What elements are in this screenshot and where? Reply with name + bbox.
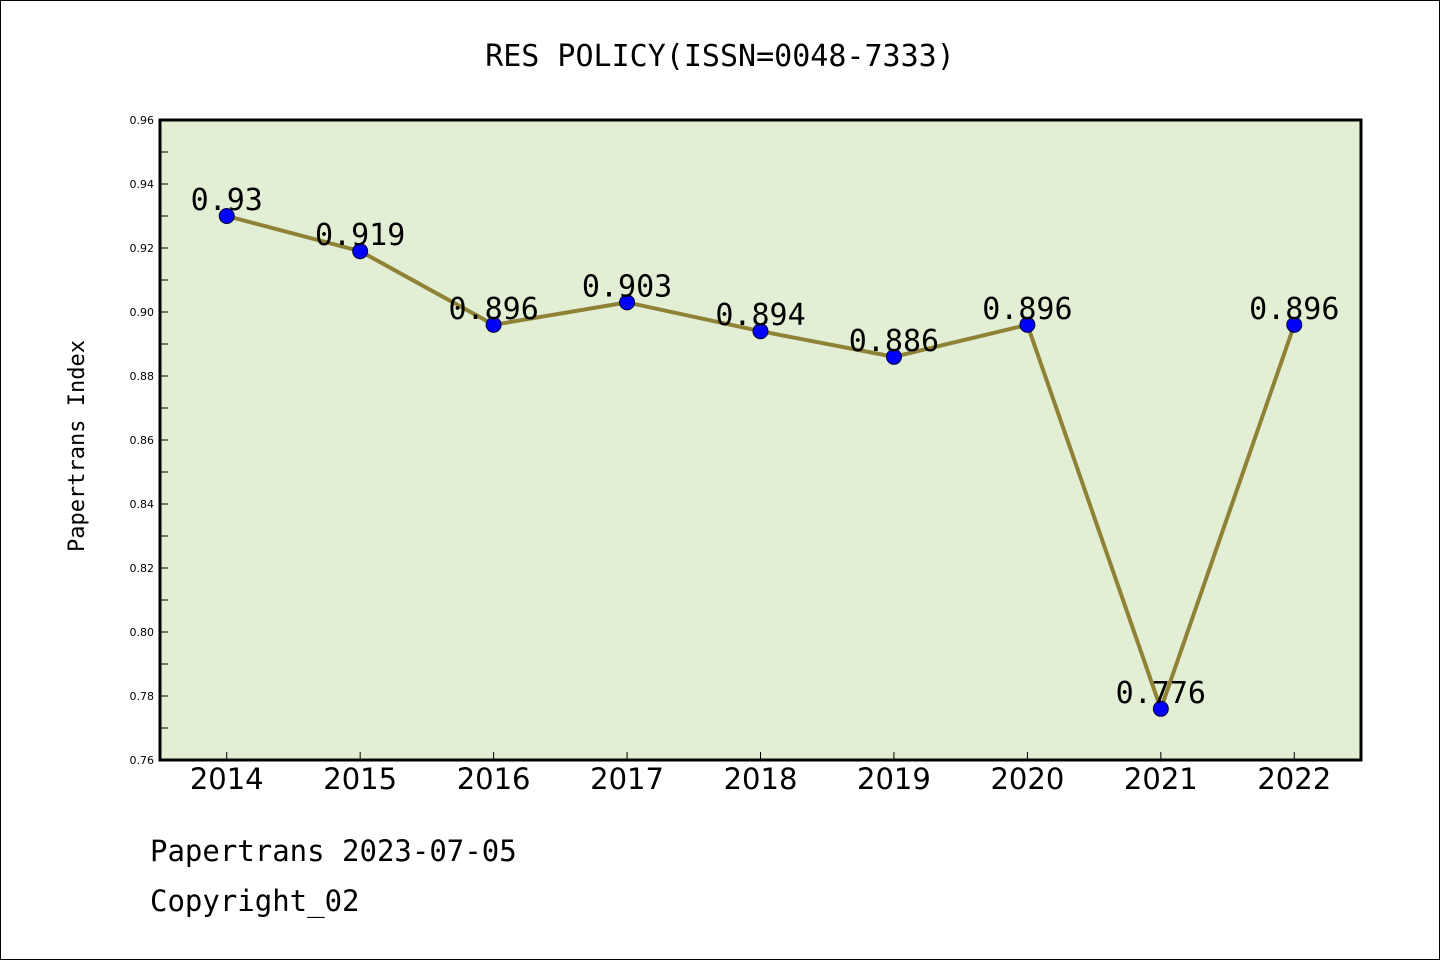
data-point [619, 294, 636, 311]
x-tick-label: 2016 [457, 762, 531, 796]
y-axis: 0.76 0.78 0.80 0.82 0.84 0.86 0.88 0.90 0.92 0.94… [130, 114, 168, 767]
data-point [485, 316, 502, 333]
data-label: 0.776 [1116, 676, 1206, 711]
plot-area [158, 118, 1363, 762]
data-point [1286, 316, 1303, 333]
x-tick-label: 2020 [990, 762, 1064, 796]
y-tick-label: 0.76 [130, 754, 155, 767]
y-tick-label: 0.92 [130, 242, 155, 255]
y-tick-label: 0.86 [130, 434, 155, 447]
data-label: 0.896 [448, 292, 538, 327]
y-tick-label: 0.78 [130, 690, 155, 703]
data-point [752, 323, 769, 340]
y-axis-label: Papertrans Index [65, 340, 90, 552]
series-line-group [218, 208, 1303, 717]
data-label: 0.919 [315, 218, 405, 253]
chart-title: RES POLICY(ISSN=0048-7333) [485, 39, 955, 74]
y-tick-label: 0.88 [130, 370, 155, 383]
data-point [885, 348, 902, 365]
data-point [352, 243, 369, 260]
data-label: 0.896 [1249, 292, 1339, 327]
y-tick-label: 0.80 [130, 626, 155, 639]
data-label: 0.886 [849, 324, 939, 359]
y-tick-label: 0.96 [130, 114, 155, 127]
x-tick-label: 2015 [323, 762, 397, 796]
y-tick-label: 0.82 [130, 562, 155, 575]
data-label: 0.894 [715, 298, 805, 333]
x-tick-label: 2019 [857, 762, 931, 796]
x-axis: 2014 2015 2016 2017 2018 2019 2020 2021 2022 [190, 752, 1331, 796]
footer-copyright: Copyright_02 [150, 884, 360, 918]
data-label: 0.93 [191, 183, 263, 218]
y-tick-label: 0.90 [130, 306, 155, 319]
data-point [1152, 700, 1169, 717]
x-tick-label: 2018 [724, 762, 798, 796]
data-point [218, 208, 235, 224]
data-label: 0.896 [982, 292, 1072, 327]
data-labels: 0.93 0.919 0.896 0.903 0.894 0.886 0.896 0.776 0… [191, 183, 1340, 711]
y-tick-label: 0.94 [130, 178, 155, 191]
x-tick-label: 2017 [590, 762, 664, 796]
footer-date: Papertrans 2023-07-05 [150, 834, 517, 868]
y-tick-label: 0.84 [130, 498, 155, 511]
x-tick-label: 2014 [190, 762, 264, 796]
x-tick-label: 2022 [1257, 762, 1331, 796]
x-tick-label: 2021 [1124, 762, 1198, 796]
data-point [1019, 316, 1036, 333]
data-label: 0.903 [582, 269, 672, 304]
